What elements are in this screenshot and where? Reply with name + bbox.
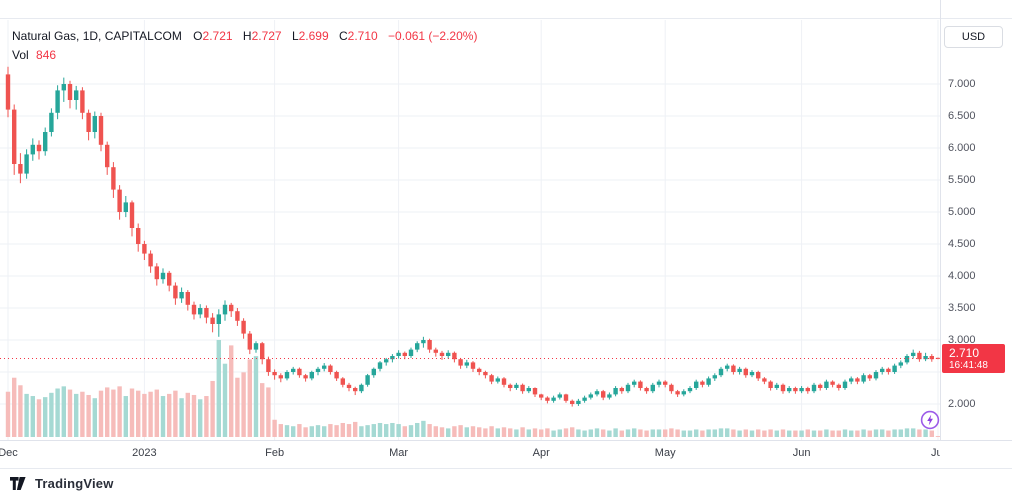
last-price-badge: 2.710 16:41:48 — [942, 343, 1005, 373]
low-value: 2.699 — [298, 29, 329, 43]
high-value: 2.727 — [251, 29, 282, 43]
price-tick: 4.000 — [948, 270, 976, 282]
open-value: 2.721 — [202, 29, 233, 43]
price-tick: 6.000 — [948, 142, 976, 154]
price-tick: 3.000 — [948, 334, 976, 346]
close-label: C — [339, 29, 348, 43]
close-value: 2.710 — [347, 29, 378, 43]
legend: Natural Gas, 1D, CAPITALCOM O2.721 H2.72… — [12, 28, 481, 66]
volume-value: 846 — [36, 48, 57, 62]
price-tick: 2.000 — [948, 398, 976, 410]
change-value: −0.061 (−2.20%) — [388, 29, 478, 43]
legend-volume-row: Vol 846 — [12, 47, 481, 63]
time-tick-may: May — [654, 447, 676, 459]
legend-ohlc-row: Natural Gas, 1D, CAPITALCOM O2.721 H2.72… — [12, 28, 481, 44]
price-tick: 5.500 — [948, 174, 976, 186]
time-tick-mar: Mar — [389, 447, 409, 459]
price-tick: 4.500 — [948, 238, 976, 250]
chart-area: Natural Gas, 1D, CAPITALCOM O2.721 H2.72… — [0, 0, 940, 440]
price-tick: 7.000 — [948, 78, 976, 90]
footer: TradingView — [0, 468, 1012, 498]
symbol-title[interactable]: Natural Gas, 1D, CAPITALCOM — [12, 29, 182, 43]
time-tick-feb: Feb — [265, 447, 285, 459]
tradingview-logo-icon[interactable] — [10, 477, 29, 490]
price-tick: 5.000 — [948, 206, 976, 218]
price-axis[interactable]: USD 2.710 16:41:48 7.000 6.500 6.000 5.500 5… — [940, 0, 1012, 440]
open-label: O — [193, 29, 203, 43]
time-tick-dec: Dec — [0, 447, 18, 459]
tradingview-brand-text[interactable]: TradingView — [35, 476, 114, 491]
time-axis[interactable]: Dec 2023 Feb Mar Apr May Jun Jul — [0, 441, 940, 469]
bar-countdown: 16:41:48 — [949, 359, 988, 371]
low-label: L — [291, 29, 299, 43]
high-label: H — [242, 29, 252, 43]
top-border — [0, 18, 1012, 19]
realtime-lightning-icon[interactable] — [920, 410, 940, 430]
time-tick-2023: 2023 — [132, 447, 157, 459]
chart-canvas[interactable] — [0, 0, 940, 440]
price-tick: 6.500 — [948, 110, 976, 122]
time-tick-apr: Apr — [532, 447, 550, 459]
time-tick-jul: Jul — [930, 447, 940, 459]
time-tick-jun: Jun — [792, 447, 811, 459]
price-tick: 3.500 — [948, 302, 976, 314]
last-price-value: 2.710 — [949, 345, 980, 360]
time-axis-row: Dec 2023 Feb Mar Apr May Jun Jul — [0, 440, 1012, 468]
currency-button[interactable]: USD — [944, 26, 1003, 48]
volume-label: Vol — [12, 48, 29, 62]
